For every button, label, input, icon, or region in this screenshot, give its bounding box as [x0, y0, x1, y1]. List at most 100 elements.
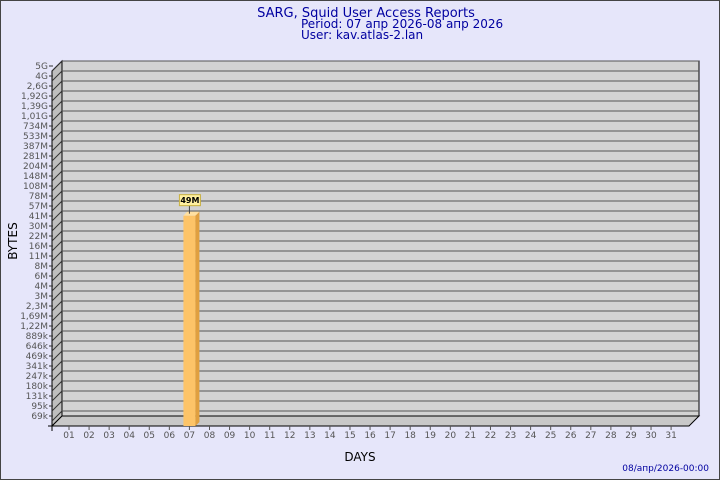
y-tick-line — [51, 280, 63, 292]
y-tick-label: 4M — [35, 282, 49, 292]
y-tick-line — [51, 110, 63, 122]
y-tick-label: 1,92G — [21, 92, 48, 102]
bar-front — [183, 215, 196, 426]
x-tick-label: 23 — [505, 431, 516, 441]
y-tick-line — [51, 240, 63, 252]
x-tick-label: 10 — [244, 431, 256, 441]
x-tick-label: 21 — [465, 431, 476, 441]
y-tick-label: 341k — [26, 362, 49, 372]
y-tick-line — [51, 390, 63, 402]
y-tick-label: 1,22M — [20, 322, 48, 332]
y-axis-label: BYTES — [6, 222, 20, 259]
y-tick-line — [51, 100, 63, 112]
y-tick-line — [51, 170, 63, 182]
x-tick-label: 16 — [364, 431, 376, 441]
x-tick-label: 27 — [585, 431, 596, 441]
y-tick-label: 1,39G — [21, 102, 48, 112]
x-tick-label: 22 — [485, 431, 496, 441]
y-tick-line — [51, 230, 63, 242]
y-tick-label: 1,69M — [20, 312, 48, 322]
x-tick-label: 28 — [605, 431, 617, 441]
y-tick-label: 2,6G — [27, 82, 48, 92]
y-tick-label: 734M — [23, 122, 48, 132]
y-tick-line — [51, 400, 63, 412]
y-tick-label: 533M — [23, 132, 48, 142]
x-tick-label: 25 — [545, 431, 556, 441]
y-tick-label: 131k — [26, 392, 49, 402]
y-tick-line — [51, 370, 63, 382]
y-tick-label: 30M — [29, 222, 48, 232]
y-tick-line — [51, 140, 63, 152]
x-tick-label: 24 — [525, 431, 537, 441]
y-tick-line — [51, 300, 63, 312]
y-tick-line — [51, 350, 63, 362]
x-tick-label: 03 — [103, 431, 114, 441]
y-tick-label: 16M — [29, 242, 48, 252]
y-tick-label: 78M — [29, 192, 48, 202]
y-tick-label: 247k — [26, 372, 49, 382]
y-tick-line — [51, 360, 63, 372]
y-tick-label: 2,3M — [26, 302, 48, 312]
y-tick-line — [51, 260, 63, 272]
bar-top — [183, 211, 200, 216]
y-tick-line — [51, 340, 63, 352]
plot-back-wall — [61, 60, 700, 417]
x-tick-label: 31 — [665, 431, 676, 441]
chart-user: User: kav.atlas-2.lan — [301, 28, 423, 42]
y-tick-label: 4G — [35, 72, 48, 82]
x-tick-label: 01 — [63, 431, 74, 441]
y-tick-label: 889k — [26, 332, 49, 342]
x-tick-label: 06 — [164, 431, 176, 441]
y-tick-line — [51, 60, 63, 72]
x-tick-label: 08 — [204, 431, 216, 441]
x-tick-label: 26 — [565, 431, 577, 441]
y-tick-line — [51, 130, 63, 142]
y-tick-line — [51, 160, 63, 172]
y-tick-line — [51, 220, 63, 232]
x-tick-label: 29 — [625, 431, 637, 441]
y-tick-label: 108M — [23, 182, 48, 192]
x-axis-label: DAYS — [344, 450, 375, 464]
y-tick-line — [51, 290, 63, 302]
y-tick-label: 148M — [23, 172, 48, 182]
y-tick-label: 180k — [26, 382, 49, 392]
y-tick-label: 22M — [29, 232, 48, 242]
y-tick-label: 469k — [26, 352, 49, 362]
x-tick-label: 11 — [264, 431, 275, 441]
y-tick-line — [51, 80, 63, 92]
y-tick-label: 11M — [29, 252, 48, 262]
y-tick-line — [51, 210, 63, 222]
y-tick-line — [51, 90, 63, 102]
plot-floor — [50, 415, 701, 427]
x-tick-label: 12 — [284, 431, 295, 441]
y-tick-label: 3M — [35, 292, 49, 302]
x-tick-label: 04 — [123, 431, 135, 441]
y-tick-label: 57M — [29, 202, 48, 212]
x-tick-label: 14 — [324, 431, 336, 441]
y-tick-label: 281M — [23, 152, 48, 162]
bar-value-label: 49M — [180, 196, 199, 205]
x-tick-label: 09 — [224, 431, 236, 441]
x-tick-label: 15 — [344, 431, 355, 441]
y-tick-line — [51, 150, 63, 162]
y-tick-label: 204M — [23, 162, 48, 172]
x-tick-label: 19 — [425, 431, 437, 441]
y-tick-label: 6M — [35, 272, 49, 282]
y-tick-line — [51, 270, 63, 282]
y-tick-line — [51, 320, 63, 332]
x-tick-label: 05 — [144, 431, 155, 441]
generated-date: 08/апр/2026-00:00 — [622, 464, 709, 474]
y-tick-line — [51, 190, 63, 202]
y-tick-line — [51, 250, 63, 262]
y-tick-line — [51, 200, 63, 212]
y-tick-label: 646k — [26, 342, 49, 352]
y-tick-label: 387M — [23, 142, 48, 152]
x-tick-label: 30 — [645, 431, 657, 441]
y-tick-line — [51, 330, 63, 342]
chart-period: Period: 07 апр 2026-08 апр 2026 — [301, 17, 503, 31]
y-tick-line — [51, 120, 63, 132]
bar-side — [195, 211, 200, 426]
y-tick-line — [51, 180, 63, 192]
